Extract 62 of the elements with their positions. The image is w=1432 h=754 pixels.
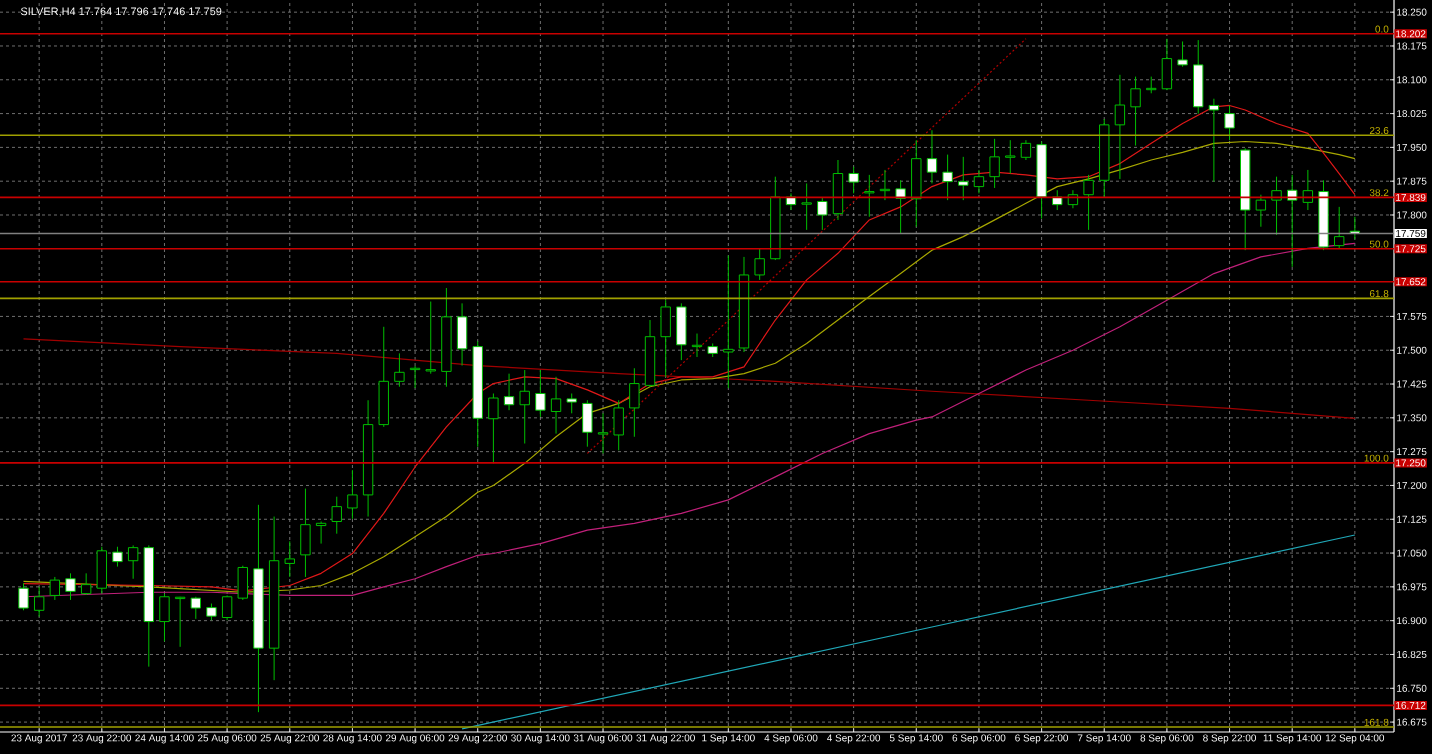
candlestick <box>848 166 859 194</box>
candlestick <box>1255 194 1267 228</box>
candlestick <box>159 593 170 642</box>
candlestick <box>989 138 1000 189</box>
candlestick <box>456 302 468 367</box>
candlestick <box>801 182 812 231</box>
candlestick <box>1052 189 1063 211</box>
candlestick <box>958 156 969 201</box>
candlestick <box>18 582 29 611</box>
candlestick <box>519 369 530 445</box>
candlestick <box>1224 104 1235 141</box>
candlestick <box>566 392 577 414</box>
candlestick <box>864 174 875 218</box>
candlestick <box>33 586 45 618</box>
candlestick <box>284 540 295 578</box>
candlestick <box>127 544 139 580</box>
candlestick <box>723 255 734 389</box>
candlestick <box>1287 174 1298 268</box>
candlestick <box>65 572 76 601</box>
candlestick <box>613 399 624 451</box>
candlestick <box>1130 76 1141 147</box>
candlestick <box>394 352 405 388</box>
line-series <box>22 338 1356 419</box>
candlestick <box>96 546 108 595</box>
candlestick <box>347 469 358 520</box>
candlestick <box>911 139 922 228</box>
candlestick <box>1333 206 1345 249</box>
candlestick <box>315 521 327 545</box>
candlestick <box>1208 98 1220 183</box>
candlestick <box>80 572 92 596</box>
candlestick <box>1193 39 1204 115</box>
candlestick <box>754 247 765 281</box>
candlestick <box>1161 38 1173 91</box>
candlestick <box>832 159 844 221</box>
candlestick <box>660 299 671 378</box>
candlestick <box>49 576 61 601</box>
candlestick <box>942 154 953 201</box>
candlestick <box>582 399 593 448</box>
candlestick <box>112 546 123 568</box>
candlestick <box>378 326 389 428</box>
candlestick <box>1114 74 1126 180</box>
candlestick <box>300 488 311 578</box>
candlestick <box>1177 40 1188 68</box>
candlestick <box>817 196 828 231</box>
candlestick <box>1083 174 1094 231</box>
candlestick <box>973 169 985 194</box>
candlestick <box>535 369 546 418</box>
candlestick <box>676 302 687 361</box>
candlestick <box>1020 139 1032 161</box>
candlestick <box>488 392 499 464</box>
candlestick <box>895 179 906 234</box>
candlestick <box>221 594 233 621</box>
candlestick <box>1005 139 1016 175</box>
candlestick <box>425 301 436 375</box>
candlestick <box>331 496 342 535</box>
candlestick <box>503 373 515 411</box>
candlestick <box>629 367 640 438</box>
candlestick <box>1271 176 1282 236</box>
candlestick <box>597 412 609 454</box>
candlestick <box>237 565 248 601</box>
candlestick <box>550 376 562 435</box>
candlestick <box>926 129 938 184</box>
